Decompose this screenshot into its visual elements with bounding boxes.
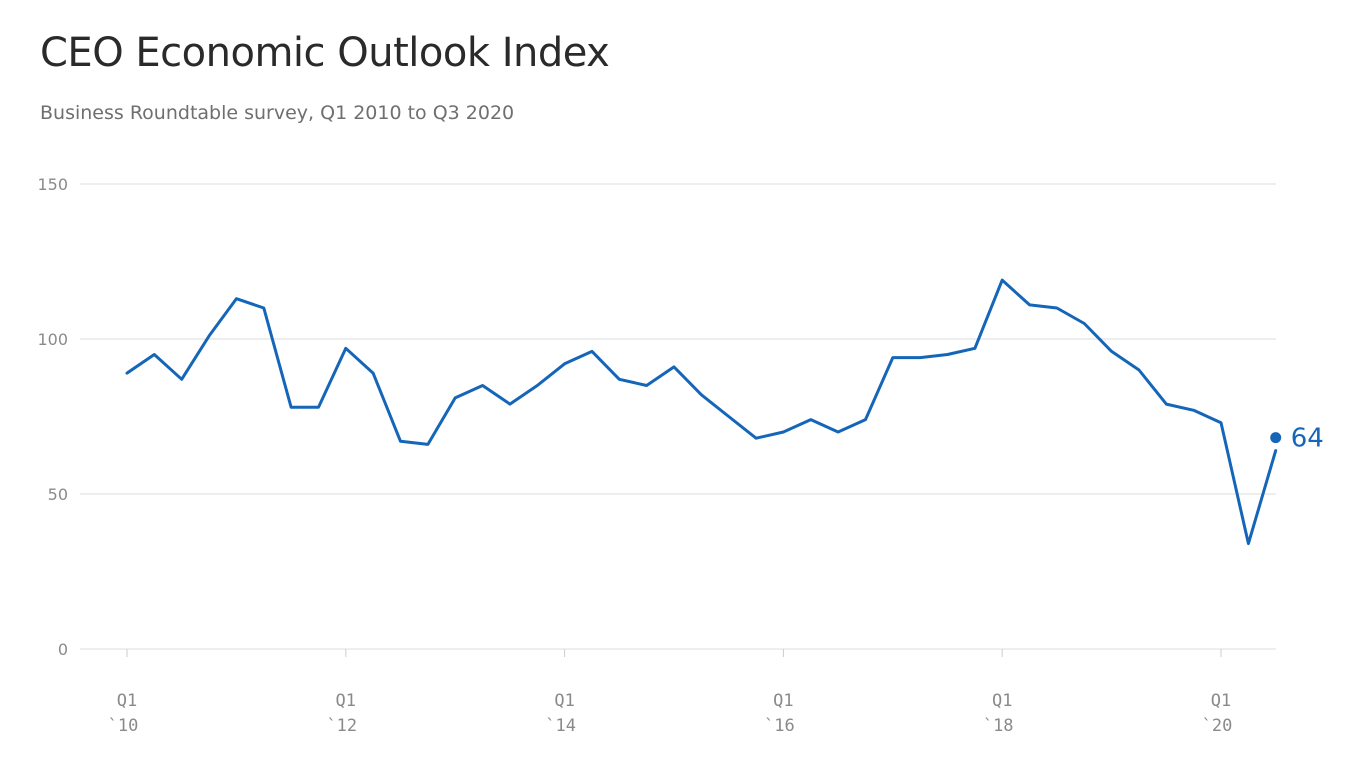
end-value-label: 64 — [1291, 424, 1324, 454]
x-tick-label-4-line2: `18 — [983, 716, 1014, 736]
y-tick-label-100: 100 — [37, 330, 68, 349]
x-tick-label-2-line1: Q1 — [554, 691, 574, 711]
y-tick-label-0: 0 — [58, 640, 68, 659]
y-tick-label-150: 150 — [37, 175, 68, 194]
x-tick-label-4-line1: Q1 — [992, 691, 1012, 711]
x-tick-label-1-line2: `12 — [326, 716, 357, 736]
x-tick-label-3-line2: `16 — [764, 716, 795, 736]
end-point-marker — [1270, 432, 1282, 444]
x-tick-label-1-line1: Q1 — [336, 691, 356, 711]
x-tick-label-5-line1: Q1 — [1211, 691, 1231, 711]
x-tick-label-3-line1: Q1 — [773, 691, 793, 711]
x-tick-label-0-line2: `10 — [108, 716, 139, 736]
chart-subtitle: Business Roundtable survey, Q1 2010 to Q… — [40, 102, 515, 124]
y-tick-label-50: 50 — [48, 485, 68, 504]
x-tick-label-5-line2: `20 — [1202, 716, 1233, 736]
x-tick-label-2-line2: `14 — [545, 716, 576, 736]
x-tick-label-0-line1: Q1 — [117, 691, 137, 711]
chart-title: CEO Economic Outlook Index — [40, 30, 610, 76]
series-line — [125, 278, 1278, 546]
